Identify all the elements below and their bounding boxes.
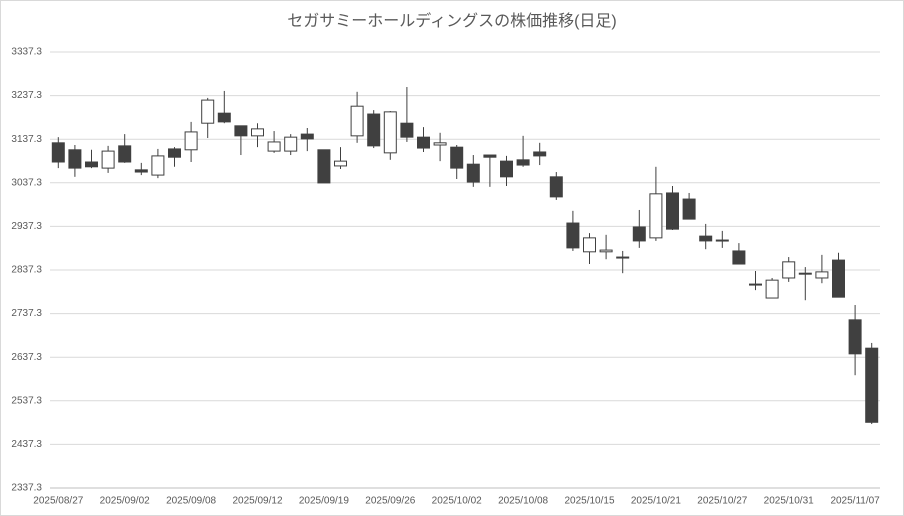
x-tick-label: 2025/10/02 bbox=[432, 496, 482, 507]
x-tick-label: 2025/09/02 bbox=[100, 496, 150, 507]
candle-body bbox=[234, 125, 248, 137]
x-tick-label: 2025/10/21 bbox=[631, 496, 681, 507]
candle-body bbox=[832, 259, 845, 298]
candle-body bbox=[632, 226, 646, 242]
candle-body bbox=[848, 319, 862, 355]
candle-body bbox=[483, 154, 497, 158]
candle-body bbox=[798, 272, 812, 275]
candle-body bbox=[699, 235, 713, 242]
x-tick-label: 2025/10/27 bbox=[697, 496, 747, 507]
candle-body bbox=[334, 160, 347, 167]
candle-body bbox=[101, 150, 115, 169]
candle-body bbox=[85, 161, 98, 168]
y-tick-label: 3037.3 bbox=[11, 177, 42, 188]
candle-body bbox=[616, 256, 630, 259]
candle-body bbox=[815, 271, 829, 279]
candle-body bbox=[284, 136, 298, 152]
y-tick-label: 2737.3 bbox=[11, 308, 42, 319]
candle-body bbox=[666, 192, 679, 230]
candle-body bbox=[251, 128, 264, 137]
x-tick-label: 2025/10/08 bbox=[498, 496, 548, 507]
candle-body bbox=[450, 146, 464, 169]
candle-body bbox=[549, 176, 563, 198]
candle-body bbox=[732, 250, 746, 265]
candle-body bbox=[649, 193, 663, 239]
candle-body bbox=[865, 347, 879, 423]
candle-body bbox=[267, 141, 281, 152]
candle-body bbox=[350, 105, 364, 137]
candle-body bbox=[400, 122, 414, 138]
x-tick-label: 2025/09/12 bbox=[232, 496, 282, 507]
x-tick-label: 2025/09/08 bbox=[166, 496, 216, 507]
candle-body bbox=[583, 237, 596, 253]
chart-title: セガサミーホールディングスの株価推移(日足) bbox=[287, 11, 617, 30]
candle-body bbox=[533, 151, 547, 157]
x-tick-label: 2025/10/15 bbox=[564, 496, 614, 507]
candle-body bbox=[168, 148, 181, 158]
candle-body bbox=[749, 283, 762, 286]
candle-body bbox=[300, 133, 314, 140]
candle-body bbox=[417, 136, 430, 149]
y-tick-label: 2437.3 bbox=[11, 439, 42, 450]
candle-body bbox=[51, 142, 65, 163]
x-tick-label: 2025/09/26 bbox=[365, 496, 415, 507]
candle-body bbox=[184, 131, 198, 151]
candle-body bbox=[599, 249, 613, 253]
x-tick-label: 2025/08/27 bbox=[33, 496, 83, 507]
y-tick-label: 3337.3 bbox=[11, 47, 42, 58]
y-tick-label: 2937.3 bbox=[11, 221, 42, 232]
candle-body bbox=[715, 239, 729, 242]
candle-body bbox=[466, 163, 480, 183]
y-tick-label: 3237.3 bbox=[11, 90, 42, 101]
candle-body bbox=[317, 149, 331, 184]
candle-body bbox=[68, 149, 82, 169]
candle-body bbox=[217, 112, 231, 123]
candle-body bbox=[201, 99, 215, 124]
candle-body bbox=[433, 142, 447, 146]
candle-body bbox=[566, 222, 580, 249]
x-tick-label: 2025/11/07 bbox=[830, 496, 880, 507]
y-tick-label: 2337.3 bbox=[11, 483, 42, 494]
y-tick-label: 2837.3 bbox=[11, 265, 42, 276]
candle-body bbox=[383, 111, 397, 154]
candle-body bbox=[500, 160, 513, 178]
x-tick-label: 2025/10/31 bbox=[764, 496, 814, 507]
candle-body bbox=[118, 145, 132, 163]
y-tick-label: 3137.3 bbox=[11, 134, 42, 145]
x-tick-label: 2025/09/19 bbox=[299, 496, 349, 507]
candle-body bbox=[682, 198, 696, 220]
candle-body bbox=[516, 159, 530, 166]
y-tick-label: 2537.3 bbox=[11, 395, 42, 406]
candle-body bbox=[765, 279, 779, 299]
candle-body bbox=[367, 113, 381, 147]
candle-body bbox=[782, 261, 796, 279]
candle-body bbox=[151, 155, 165, 176]
candle-body bbox=[134, 169, 148, 173]
y-tick-label: 2637.3 bbox=[11, 352, 42, 363]
